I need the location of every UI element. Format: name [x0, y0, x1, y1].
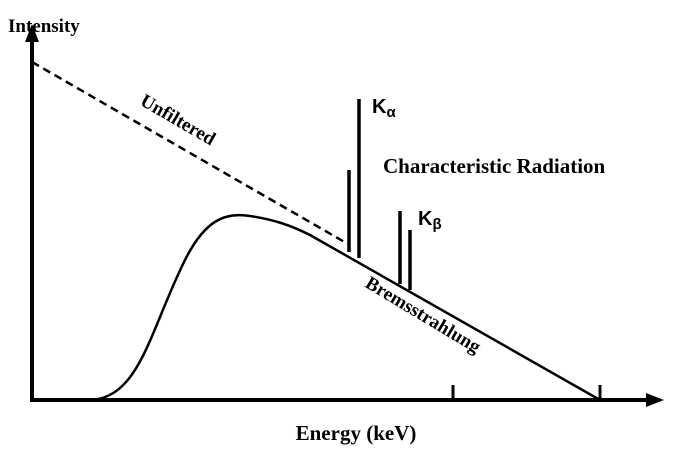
k-alpha-sub: α	[386, 104, 396, 121]
k-beta-label: Kβ	[418, 208, 442, 233]
unfiltered-label: Unfiltered	[137, 90, 220, 150]
bremsstrahlung-curve	[89, 213, 601, 402]
k-beta-main: K	[418, 208, 433, 230]
k-alpha-main: K	[372, 96, 387, 118]
k-alpha-label: Kα	[372, 96, 396, 121]
bremsstrahlung-label: Bremsstrahlung	[361, 273, 484, 358]
y-arrow	[25, 24, 39, 42]
y-axis-label: Intensity	[8, 16, 80, 37]
x-arrow	[646, 393, 664, 407]
k-beta-sub: β	[432, 216, 441, 233]
characteristic-label: Characteristic Radiation	[383, 154, 606, 178]
unfiltered-curve	[31, 60, 349, 246]
x-axis-label: Energy (keV)	[296, 421, 417, 445]
